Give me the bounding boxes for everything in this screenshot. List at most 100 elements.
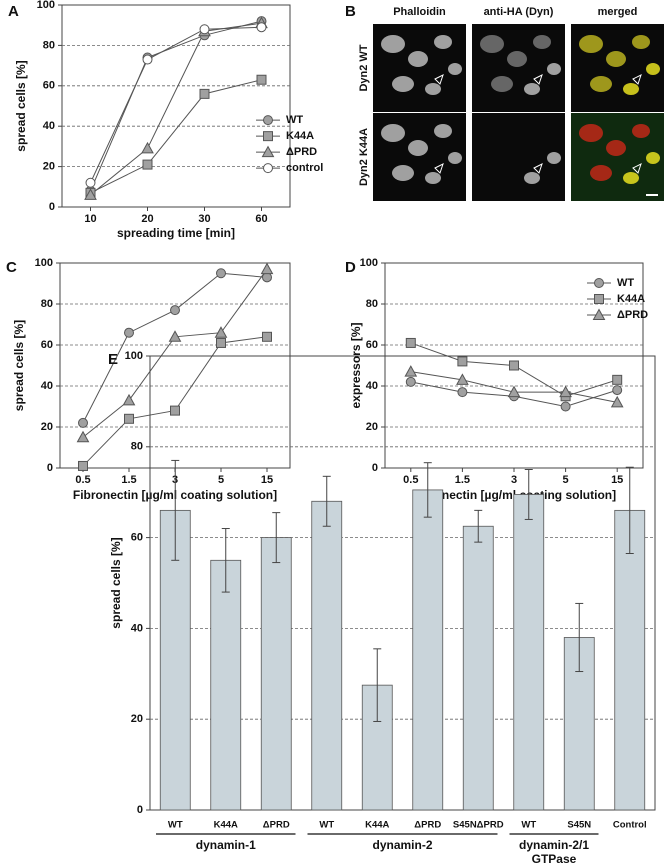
y-tick-label: 20	[43, 161, 55, 173]
row-label: Dyn2 WT	[358, 44, 370, 91]
arrowhead	[434, 74, 444, 85]
bar	[260, 537, 292, 811]
x-tick-label: 3	[511, 474, 517, 486]
y-tick-label: 60	[43, 80, 55, 92]
x-tick-label: K44A	[214, 820, 238, 831]
x-tick-label: 15	[611, 474, 623, 486]
y-tick-label: 40	[41, 380, 53, 392]
legend-marker	[263, 163, 273, 174]
legend-marker	[261, 145, 275, 158]
bar	[462, 525, 494, 811]
marker	[168, 330, 182, 342]
cell	[606, 140, 626, 156]
y-tick-label: 80	[43, 39, 55, 51]
legend-marker	[594, 278, 604, 288]
group-label: dynamin-1	[196, 838, 256, 852]
bar	[311, 500, 343, 811]
x-tick-label: 20	[141, 213, 153, 225]
marker	[216, 337, 226, 348]
cell	[392, 76, 414, 92]
marker	[124, 327, 134, 338]
y-tick-label: 0	[137, 804, 143, 816]
marker	[457, 356, 468, 367]
legend-label: ΔPRD	[286, 146, 317, 158]
panel-label: A	[8, 3, 19, 20]
x-tick-label: Control	[613, 820, 647, 831]
series-line	[90, 20, 262, 192]
group-label: dynamin-2	[372, 838, 432, 852]
marker	[76, 430, 90, 443]
cell	[590, 165, 612, 181]
x-tick-label: S45NΔPRD	[453, 820, 504, 831]
cell	[533, 35, 551, 49]
legend-label: control	[286, 162, 323, 174]
cell	[579, 124, 603, 142]
cell	[606, 51, 626, 67]
cell	[646, 152, 660, 164]
y-tick-label: 20	[41, 421, 53, 433]
cell	[547, 152, 561, 164]
plot-frame	[59, 262, 291, 469]
marker	[78, 460, 88, 471]
cell	[632, 124, 650, 138]
marker	[559, 385, 572, 398]
marker	[170, 305, 180, 316]
group-label: dynamin-2/1	[519, 838, 589, 852]
cell	[579, 35, 603, 53]
x-tick-label: ΔPRD	[263, 820, 290, 831]
x-tick-label: 60	[255, 213, 267, 225]
cell	[425, 172, 441, 184]
marker	[199, 88, 210, 99]
column-header: anti-HA (Dyn)	[484, 6, 554, 18]
marker	[122, 393, 136, 406]
cell	[408, 140, 428, 156]
bar	[412, 489, 444, 811]
x-tick-label: 1.5	[121, 474, 136, 486]
marker	[262, 272, 272, 283]
cell	[480, 35, 504, 53]
y-tick-label: 60	[131, 532, 143, 544]
marker	[214, 326, 228, 338]
x-tick-label: 0.5	[75, 474, 90, 486]
cell	[547, 63, 561, 75]
x-tick-label: S45N	[567, 820, 591, 831]
marker	[560, 401, 571, 412]
y-tick-label: 40	[43, 120, 55, 132]
cell	[381, 35, 405, 53]
y-tick-label: 60	[366, 339, 378, 351]
marker	[612, 374, 623, 385]
x-tick-label: WT	[319, 820, 334, 831]
row-label: Dyn2 K44A	[358, 128, 370, 186]
series-line	[90, 22, 262, 196]
y-tick-label: 80	[131, 441, 143, 453]
legend-label: ΔPRD	[617, 309, 648, 321]
y-tick-label: 20	[366, 421, 378, 433]
legend-marker	[594, 294, 604, 304]
arrowhead	[533, 163, 543, 174]
x-tick-label: 5	[218, 474, 224, 486]
y-tick-label: 40	[366, 380, 378, 392]
cell	[632, 35, 650, 49]
cell	[524, 172, 540, 184]
marker	[170, 405, 180, 416]
cell	[434, 124, 452, 138]
marker	[507, 385, 521, 398]
cell	[408, 51, 428, 67]
marker	[405, 337, 416, 348]
marker	[405, 376, 416, 387]
x-tick-label: 30	[198, 213, 210, 225]
x-tick-label: WT	[168, 820, 183, 831]
group-label: GTPase	[532, 852, 577, 866]
y-tick-label: 80	[366, 298, 378, 310]
marker	[85, 177, 96, 188]
column-header: merged	[598, 6, 638, 18]
marker	[509, 360, 519, 371]
cell	[381, 124, 405, 142]
marker	[256, 74, 267, 85]
arrowhead	[632, 74, 642, 85]
marker	[142, 159, 153, 170]
marker	[216, 268, 226, 279]
x-tick-label: 15	[261, 474, 273, 486]
marker	[256, 22, 267, 33]
y-axis-label: spread cells [%]	[12, 320, 26, 411]
